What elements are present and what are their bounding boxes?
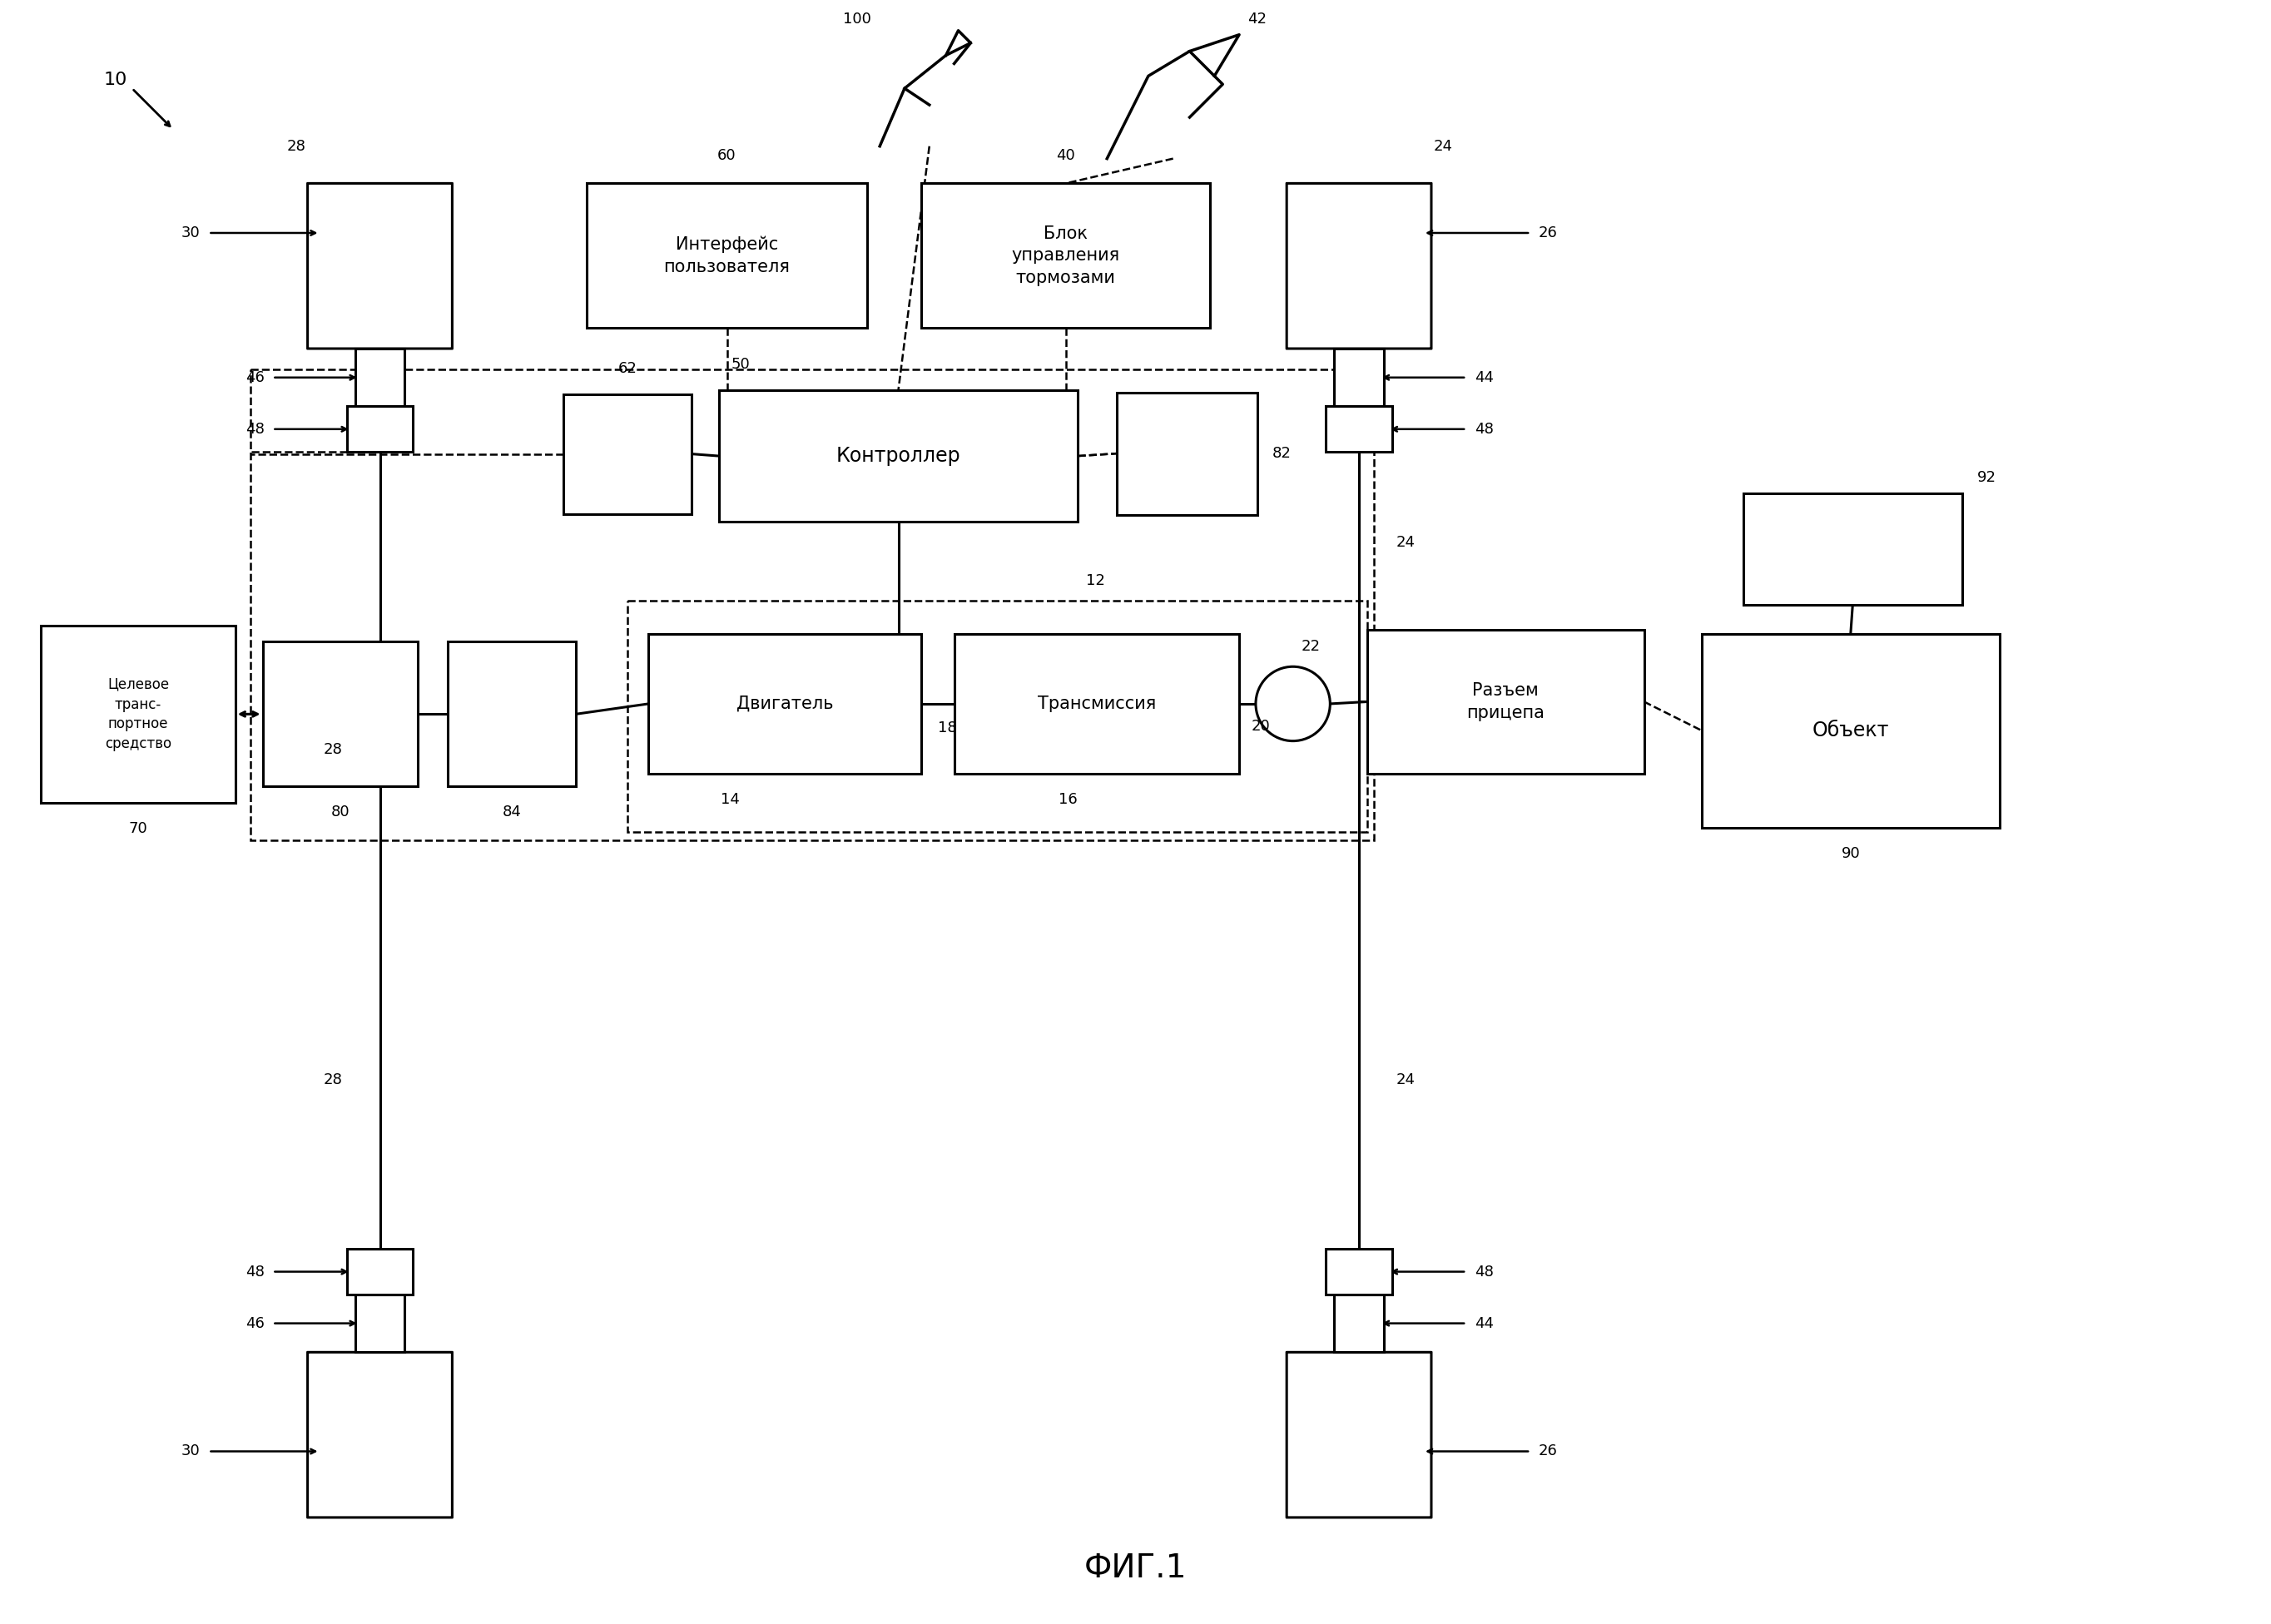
Text: Объект: Объект xyxy=(1812,721,1889,741)
FancyBboxPatch shape xyxy=(41,625,236,802)
Text: 70: 70 xyxy=(129,822,148,836)
Text: 30: 30 xyxy=(182,1444,200,1458)
Text: 28: 28 xyxy=(286,138,307,154)
FancyBboxPatch shape xyxy=(563,395,690,513)
FancyBboxPatch shape xyxy=(347,406,413,451)
FancyBboxPatch shape xyxy=(718,390,1079,521)
Text: 26: 26 xyxy=(1540,226,1558,240)
Text: 46: 46 xyxy=(245,370,263,385)
FancyBboxPatch shape xyxy=(307,1353,452,1517)
FancyBboxPatch shape xyxy=(1335,1294,1383,1353)
Text: 84: 84 xyxy=(502,804,522,820)
FancyBboxPatch shape xyxy=(354,1294,404,1353)
FancyBboxPatch shape xyxy=(354,349,404,406)
Text: 46: 46 xyxy=(245,1315,263,1330)
Text: 24: 24 xyxy=(1397,1072,1415,1086)
FancyBboxPatch shape xyxy=(1744,494,1962,604)
Text: 48: 48 xyxy=(1474,1263,1494,1280)
Text: 28: 28 xyxy=(325,742,343,757)
Text: Целевое
транс-
портное
средство: Целевое транс- портное средство xyxy=(104,677,173,750)
FancyBboxPatch shape xyxy=(447,641,577,786)
Text: 62: 62 xyxy=(618,361,636,375)
Text: 24: 24 xyxy=(1433,138,1453,154)
Text: 48: 48 xyxy=(245,1263,263,1280)
FancyBboxPatch shape xyxy=(1117,393,1258,515)
Text: 30: 30 xyxy=(182,226,200,240)
Text: 18: 18 xyxy=(938,721,956,736)
Text: Трансмиссия: Трансмиссия xyxy=(1038,695,1156,711)
Text: 28: 28 xyxy=(325,1072,343,1086)
Text: 100: 100 xyxy=(843,11,872,26)
FancyBboxPatch shape xyxy=(586,184,868,328)
Text: 50: 50 xyxy=(731,357,749,372)
FancyBboxPatch shape xyxy=(263,641,418,786)
FancyBboxPatch shape xyxy=(650,633,922,775)
Text: 48: 48 xyxy=(245,422,263,437)
Text: 82: 82 xyxy=(1272,447,1292,461)
FancyBboxPatch shape xyxy=(1367,630,1644,775)
Text: 24: 24 xyxy=(1397,536,1415,551)
Circle shape xyxy=(1256,666,1331,741)
FancyBboxPatch shape xyxy=(1335,349,1383,406)
FancyBboxPatch shape xyxy=(1288,184,1431,349)
Text: 12: 12 xyxy=(1086,573,1106,588)
Text: Интерфейс
пользователя: Интерфейс пользователя xyxy=(663,235,790,274)
Text: 40: 40 xyxy=(1056,148,1074,162)
FancyBboxPatch shape xyxy=(1701,633,1998,828)
Text: 44: 44 xyxy=(1474,1315,1494,1330)
Text: 90: 90 xyxy=(1842,846,1860,861)
FancyBboxPatch shape xyxy=(1326,1249,1392,1294)
FancyBboxPatch shape xyxy=(922,184,1210,328)
Text: 44: 44 xyxy=(1474,370,1494,385)
Text: 26: 26 xyxy=(1540,1444,1558,1458)
Text: 92: 92 xyxy=(1978,469,1996,486)
FancyBboxPatch shape xyxy=(1288,1353,1431,1517)
Text: 22: 22 xyxy=(1301,640,1319,654)
Text: 42: 42 xyxy=(1247,11,1267,26)
Text: Двигатель: Двигатель xyxy=(736,695,833,711)
Text: 10: 10 xyxy=(104,71,127,88)
FancyBboxPatch shape xyxy=(1326,406,1392,451)
FancyBboxPatch shape xyxy=(954,633,1240,775)
Text: 16: 16 xyxy=(1058,793,1079,807)
FancyBboxPatch shape xyxy=(307,184,452,349)
Text: ФИГ.1: ФИГ.1 xyxy=(1083,1553,1188,1585)
Text: 60: 60 xyxy=(718,148,736,162)
Text: 80: 80 xyxy=(332,804,350,820)
FancyBboxPatch shape xyxy=(347,1249,413,1294)
Text: 48: 48 xyxy=(1474,422,1494,437)
Text: Разъем
прицепа: Разъем прицепа xyxy=(1467,682,1544,721)
Text: 20: 20 xyxy=(1251,719,1269,734)
Text: Контроллер: Контроллер xyxy=(836,447,961,466)
Text: Блок
управления
тормозами: Блок управления тормозами xyxy=(1011,226,1120,286)
Text: 14: 14 xyxy=(720,793,740,807)
